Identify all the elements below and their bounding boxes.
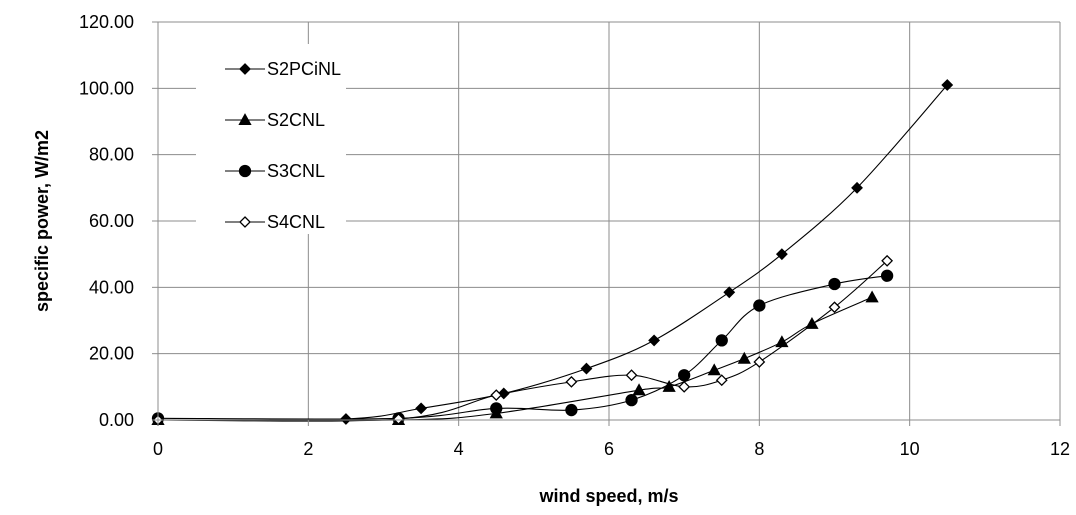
data-point — [565, 375, 578, 388]
y-tick-label: 80.00 — [89, 145, 134, 165]
data-point — [865, 290, 879, 303]
y-axis-title: specific power, W/m2 — [32, 130, 52, 312]
y-tick-label: 120.00 — [79, 12, 134, 32]
y-tick-label: 20.00 — [89, 344, 134, 364]
data-point — [737, 351, 751, 364]
x-tick-label: 4 — [454, 439, 464, 459]
data-point — [715, 374, 728, 387]
data-point — [678, 369, 691, 382]
x-tick-label: 8 — [754, 439, 764, 459]
series-S2CNL — [151, 290, 879, 426]
series-line — [157, 84, 948, 421]
data-point — [851, 181, 863, 194]
data-point — [648, 334, 661, 347]
legend-label: S3CNL — [267, 161, 325, 181]
legend-label: S2CNL — [267, 110, 325, 130]
data-point — [678, 380, 691, 393]
data-point — [881, 254, 894, 267]
data-point — [805, 316, 819, 329]
x-tick-label: 10 — [900, 439, 920, 459]
data-point — [828, 301, 841, 314]
data-point — [828, 277, 841, 291]
data-point — [490, 402, 503, 415]
legend-marker — [239, 216, 251, 228]
axes: 0.00 20.00 40.00 60.00 80.00 100.00 120.00 0 2 4 6… — [79, 12, 1070, 459]
legend: S2PCiNL S2CNL S3CNL S4CNL — [196, 44, 346, 234]
legend-item: S4CNL — [225, 212, 325, 232]
y-tick-label: 60.00 — [89, 211, 134, 231]
data-point — [415, 402, 428, 415]
data-point — [632, 383, 646, 396]
data-point — [775, 248, 788, 261]
data-point — [880, 269, 894, 282]
series-line — [157, 260, 888, 422]
legend-marker — [239, 63, 251, 75]
data-point — [753, 356, 766, 368]
series-layer — [151, 79, 954, 426]
series-line — [157, 275, 888, 420]
legend-item: S2CNL — [225, 110, 325, 130]
y-tick-label: 0.00 — [99, 410, 134, 430]
data-point — [941, 79, 954, 91]
x-tick-label: 6 — [604, 439, 614, 459]
legend-marker — [238, 164, 252, 178]
x-axis-title: wind speed, m/s — [538, 486, 678, 506]
data-point — [625, 393, 638, 407]
data-point — [565, 403, 578, 417]
legend-label: S4CNL — [267, 212, 325, 232]
data-point — [723, 286, 736, 299]
legend-marker — [238, 113, 252, 126]
x-tick-label: 12 — [1050, 439, 1070, 459]
legend-item: S3CNL — [225, 161, 325, 181]
legend-item: S2PCiNL — [225, 59, 341, 79]
data-point — [775, 335, 789, 348]
data-point — [490, 389, 503, 402]
data-point — [707, 363, 721, 376]
data-point — [392, 413, 405, 425]
x-tick-label: 0 — [153, 439, 163, 459]
data-point — [580, 362, 593, 375]
data-point — [715, 334, 728, 347]
x-tick-label: 2 — [303, 439, 313, 459]
y-tick-label: 100.00 — [79, 78, 134, 98]
data-point — [625, 369, 638, 382]
legend-label: S2PCiNL — [267, 59, 341, 79]
y-tick-label: 40.00 — [89, 277, 134, 297]
data-point — [753, 299, 766, 312]
legend-box — [196, 44, 346, 234]
